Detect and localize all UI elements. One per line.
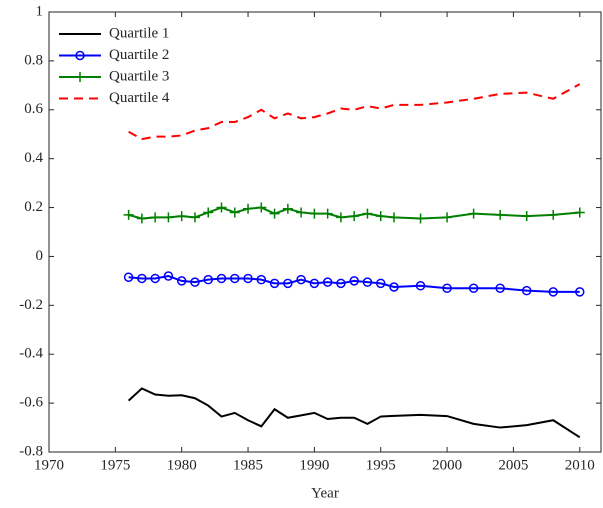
marker [495,209,506,220]
marker [75,50,85,61]
marker [389,282,399,292]
marker [229,207,240,218]
marker [216,273,227,284]
marker [136,213,147,224]
x-tick-label: 1975 [100,457,130,473]
y-tick-label: -0.4 [19,346,43,362]
marker [176,211,187,222]
x-tick-label: 1980 [167,457,197,473]
x-tick-label: 1990 [299,457,329,473]
x-tick-label: 1985 [233,457,263,473]
legend-label: Quartile 1 [109,25,169,41]
y-tick-label: 0.6 [24,101,43,117]
marker [375,211,386,222]
marker [349,211,360,222]
marker [575,287,585,297]
marker [468,208,479,219]
legend-label: Quartile 2 [109,47,169,63]
marker [548,287,558,297]
plot-area [48,11,602,453]
y-tick-label: 0.8 [24,52,43,68]
marker [296,274,306,285]
y-tick-label: 1 [36,3,44,19]
marker [349,276,359,286]
marker [190,277,200,287]
series-line [128,274,580,293]
x-tick-label: 2005 [498,457,528,473]
legend-label: Quartile 3 [109,68,169,84]
marker [176,276,187,286]
marker [256,202,267,213]
marker [123,209,134,220]
marker [415,281,426,291]
marker [548,209,559,220]
y-tick-label: -0.2 [19,297,43,313]
x-tick-label: 1970 [34,457,64,473]
marker [137,273,147,284]
marker [375,278,386,289]
y-tick-label: 0.4 [24,150,43,166]
marker [282,203,293,214]
marker [415,213,426,224]
series-line [128,206,580,220]
marker [150,273,160,284]
x-tick-label: 2000 [432,457,462,473]
marker [269,208,280,219]
marker [296,207,307,218]
marker [283,278,293,289]
marker [521,211,532,222]
y-tick-label: 0.2 [24,199,43,215]
marker [269,278,280,289]
marker [309,208,320,219]
marker [256,274,267,285]
marker [216,202,227,213]
marker [163,271,174,281]
marker [362,208,373,219]
marker [189,212,200,223]
marker [362,277,373,287]
marker [322,277,333,287]
marker [230,273,240,284]
marker [574,207,585,218]
series-line [127,387,581,439]
y-tick-label: -0.8 [19,443,43,459]
marker [150,212,161,223]
marker [309,278,320,289]
marker [243,273,253,284]
marker [163,212,174,223]
marker [203,274,213,285]
marker [468,283,479,293]
y-tick-label: -0.6 [19,395,43,411]
marker [495,283,505,293]
marker [203,207,214,218]
x-tick-label: 1995 [366,457,396,473]
marker [389,212,399,223]
legend-label: Quartile 4 [109,90,170,106]
series-line [128,83,581,141]
x-axis-label: Year [311,485,339,501]
y-tick-label: 0 [36,248,44,264]
marker [521,285,532,296]
marker [335,212,346,223]
marker [442,283,452,293]
marker [75,72,85,82]
marker [322,208,333,219]
marker [123,272,134,282]
marker [442,212,453,223]
marker [336,278,346,289]
x-tick-label: 2010 [565,457,595,473]
marker [243,203,254,214]
